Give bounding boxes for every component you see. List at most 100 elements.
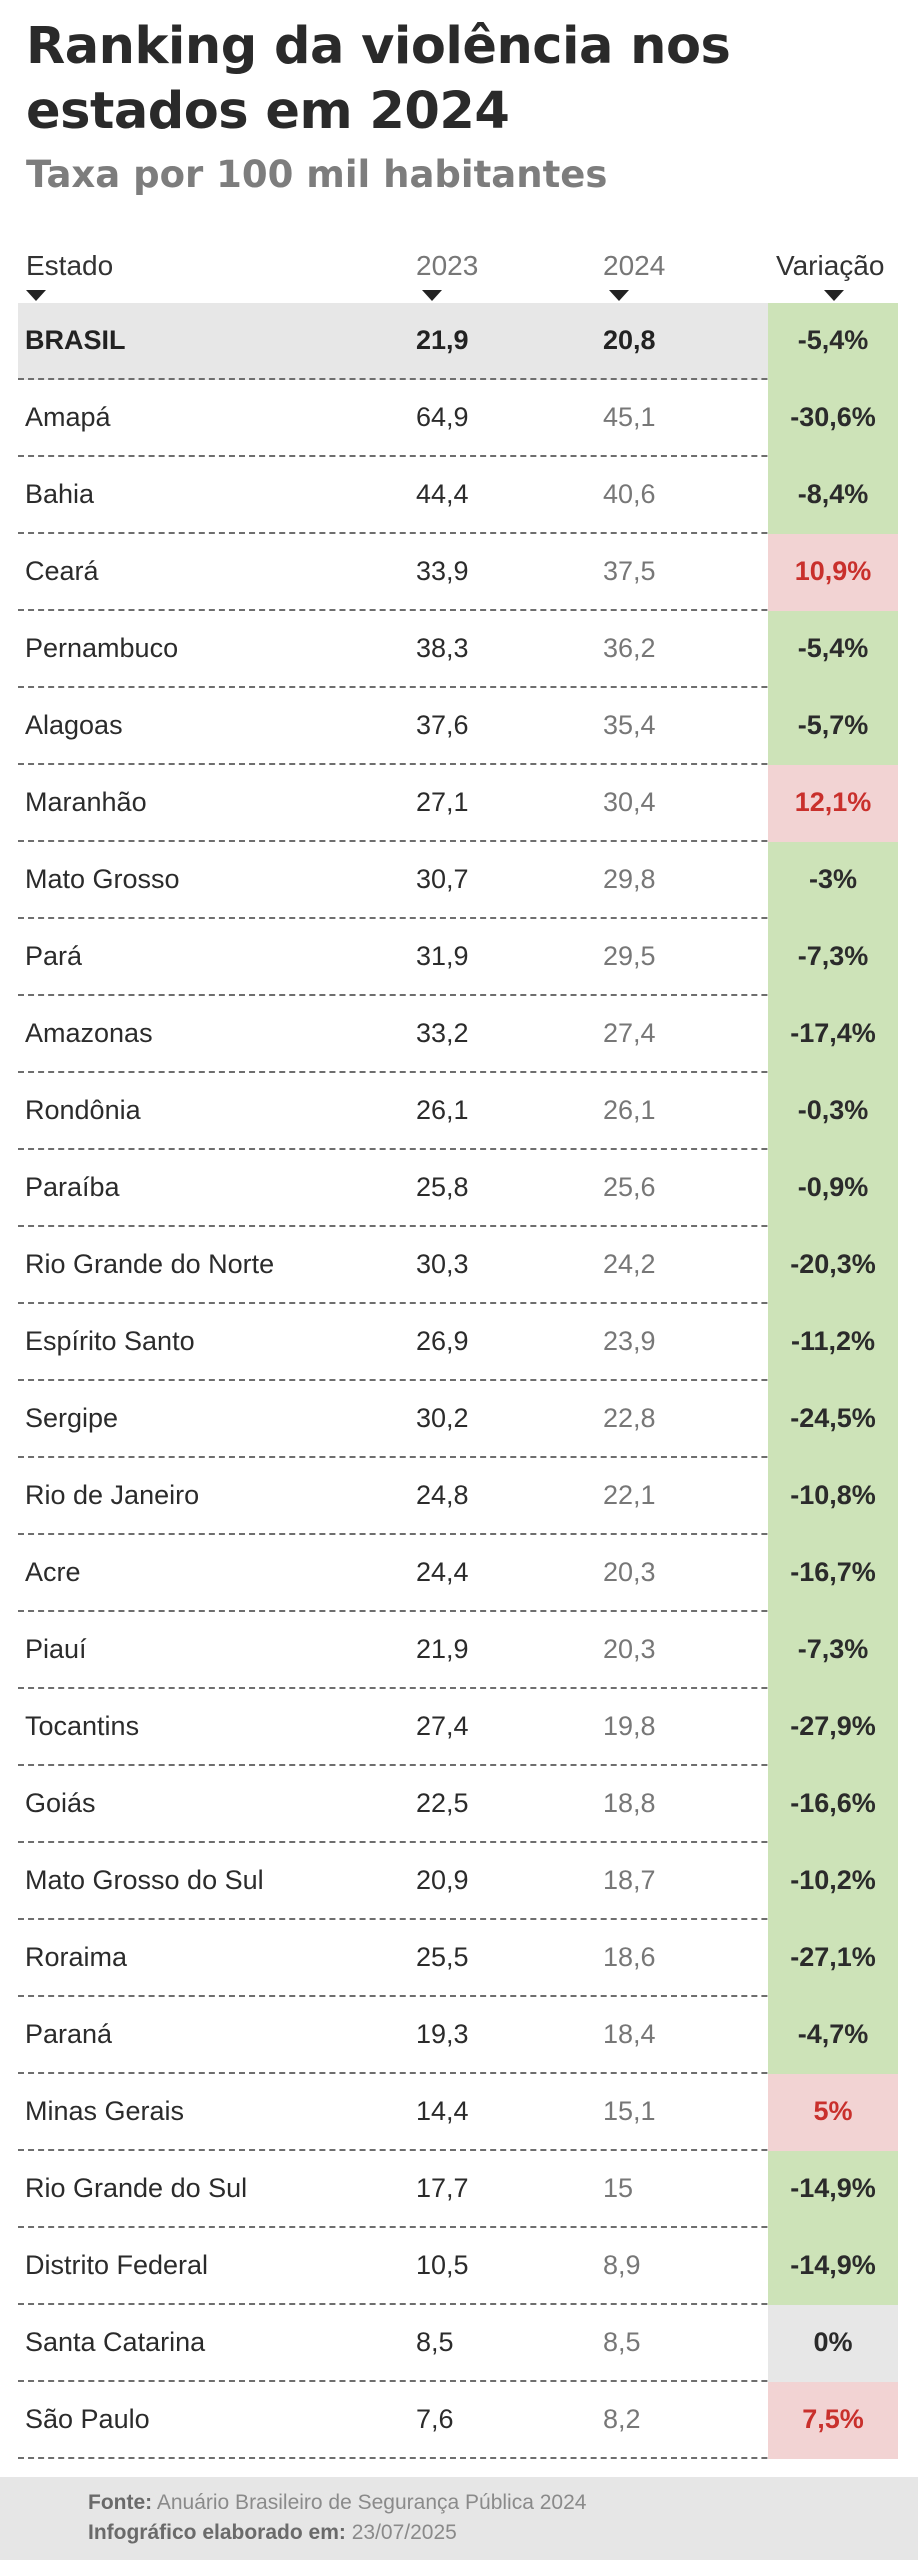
state-name: Minas Gerais [25,2096,185,2126]
value-2024: 26,1 [603,1095,656,1125]
value-2023: 21,9 [416,1634,469,1664]
value-2024: 8,9 [603,2250,641,2280]
variation-value: -0,9% [768,1150,898,1227]
value-2023: 8,5 [416,2327,454,2357]
state-name: Rondônia [25,1095,141,1125]
table-row: Goiás 22,5 18,8 -16,6% [18,1766,898,1843]
value-2023: 30,2 [416,1403,469,1433]
column-header-variacao[interactable]: Variação [776,250,884,301]
state-name: Roraima [25,1942,128,1972]
column-header-estado[interactable]: Estado [26,250,113,301]
value-2024: 25,6 [603,1172,656,1202]
value-2023: 27,4 [416,1711,469,1741]
table-row: Rondônia 26,1 26,1 -0,3% [18,1073,898,1150]
table-row: Maranhão 27,1 30,4 12,1% [18,765,898,842]
value-2023: 27,1 [416,787,469,817]
variation-value: -4,7% [768,1997,898,2074]
variation-value: -10,2% [768,1843,898,1920]
value-2024: 23,9 [603,1326,656,1356]
variation-value: -20,3% [768,1227,898,1304]
state-name: Espírito Santo [25,1326,195,1356]
table-row: Ceará 33,9 37,5 10,9% [18,534,898,611]
value-2024: 18,7 [603,1865,656,1895]
value-2024: 36,2 [603,633,656,663]
chart-subtitle: Taxa por 100 mil habitantes [26,153,608,196]
value-2024: 35,4 [603,710,656,740]
table-row: Tocantins 27,4 19,8 -27,9% [18,1689,898,1766]
state-name: Rio de Janeiro [25,1480,200,1510]
state-name: Pará [25,941,83,971]
sort-down-icon[interactable] [26,290,46,301]
credit-line: Infográfico elaborado em: 23/07/2025 [88,2521,457,2545]
state-name: Piauí [25,1634,87,1664]
sort-down-icon[interactable] [824,290,844,301]
column-header-2024-label: 2024 [603,250,666,281]
value-2024: 8,2 [603,2404,641,2434]
value-2023: 24,8 [416,1480,469,1510]
value-2024: 18,8 [603,1788,656,1818]
table-row: Paraíba 25,8 25,6 -0,9% [18,1150,898,1227]
value-2023: 26,1 [416,1095,469,1125]
value-2023: 21,9 [416,325,469,355]
state-name: Tocantins [25,1711,140,1741]
table-row: Roraima 25,5 18,6 -27,1% [18,1920,898,1997]
value-2024: 20,3 [603,1557,656,1587]
value-2024: 29,8 [603,864,656,894]
variation-value: -0,3% [768,1073,898,1150]
value-2024: 19,8 [603,1711,656,1741]
variation-value: -27,9% [768,1689,898,1766]
state-name: Santa Catarina [25,2327,206,2357]
value-2024: 37,5 [603,556,656,586]
variation-value: -14,9% [768,2228,898,2305]
table-row: Sergipe 30,2 22,8 -24,5% [18,1381,898,1458]
value-2023: 7,6 [416,2404,454,2434]
state-name: Bahia [25,479,95,509]
value-2023: 31,9 [416,941,469,971]
state-name: Alagoas [25,710,123,740]
state-name: Maranhão [25,787,147,817]
value-2024: 45,1 [603,402,656,432]
variation-value: -17,4% [768,996,898,1073]
source-label: Fonte: [88,2491,153,2514]
state-name: Sergipe [25,1403,119,1433]
table-row: Alagoas 37,6 35,4 -5,7% [18,688,898,765]
value-2024: 18,4 [603,2019,656,2049]
sort-down-icon[interactable] [609,290,629,301]
table-row: Rio Grande do Norte 30,3 24,2 -20,3% [18,1227,898,1304]
table-row: Distrito Federal 10,5 8,9 -14,9% [18,2228,898,2305]
table-row: Paraná 19,3 18,4 -4,7% [18,1997,898,2074]
state-name: Amazonas [25,1018,153,1048]
value-2024: 15,1 [603,2096,656,2126]
table-row: Mato Grosso do Sul 20,9 18,7 -10,2% [18,1843,898,1920]
value-2024: 22,1 [603,1480,656,1510]
column-header-variacao-label: Variação [776,250,885,281]
column-header-2023-label: 2023 [416,250,479,281]
value-2024: 18,6 [603,1942,656,1972]
state-name: Pernambuco [25,633,179,663]
table-row: Amapá 64,9 45,1 -30,6% [18,380,898,457]
credit-label: Infográfico elaborado em: [88,2521,346,2544]
table-row: Santa Catarina 8,5 8,5 0% [18,2305,898,2382]
table-row: Rio de Janeiro 24,8 22,1 -10,8% [18,1458,898,1535]
ranking-table: BRASIL 21,9 20,8 -5,4% Amapá 64,9 45,1 -30,6% Ba… [18,303,898,2459]
state-name: Acre [25,1557,81,1587]
table-row: Minas Gerais 14,4 15,1 5% [18,2074,898,2151]
variation-value: -16,7% [768,1535,898,1612]
value-2023: 33,9 [416,556,469,586]
variation-value: -3% [768,842,898,919]
value-2024: 8,5 [603,2327,641,2357]
column-header-2023[interactable]: 2023 [416,250,478,301]
sort-down-icon[interactable] [422,290,442,301]
variation-value: 12,1% [768,765,898,842]
column-header-2024[interactable]: 2024 [603,250,665,301]
value-2023: 22,5 [416,1788,469,1818]
variation-value: -5,7% [768,688,898,765]
state-name: Ceará [25,556,99,586]
state-name: Distrito Federal [25,2250,209,2280]
variation-value: -5,4% [768,611,898,688]
table-row: Rio Grande do Sul 17,7 15 -14,9% [18,2151,898,2228]
value-2023: 64,9 [416,402,469,432]
table-row: Pará 31,9 29,5 -7,3% [18,919,898,996]
value-2023: 17,7 [416,2173,469,2203]
variation-value: -24,5% [768,1381,898,1458]
